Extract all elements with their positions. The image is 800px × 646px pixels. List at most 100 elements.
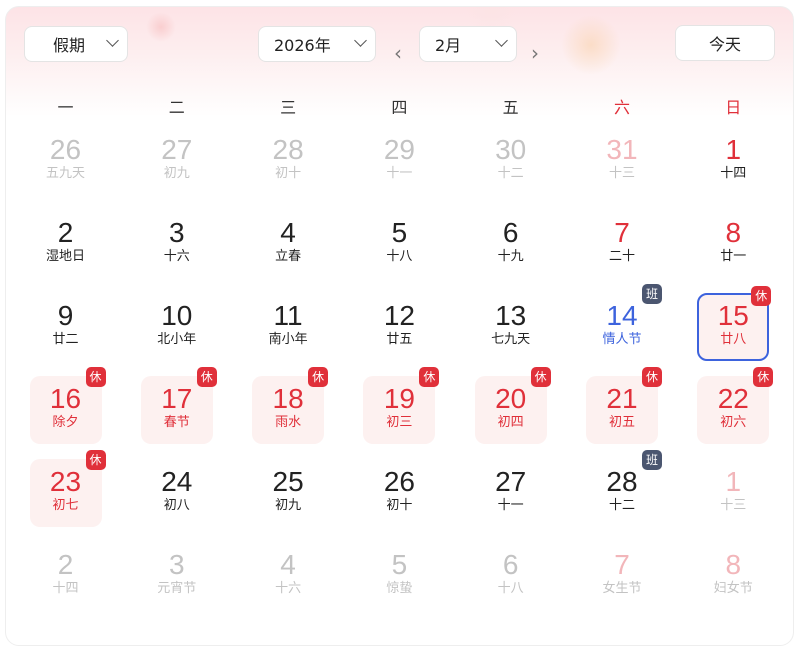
day-cell[interactable]: 28 十二 班	[586, 450, 662, 527]
day-cell[interactable]: 31 十三	[586, 127, 658, 195]
day-cell[interactable]: 7 女生节	[586, 542, 658, 610]
workday-badge: 班	[642, 284, 662, 304]
day-number: 3	[169, 549, 185, 580]
day-cell[interactable]: 18 雨水 休	[252, 367, 329, 444]
lunar-label: 廿二	[52, 332, 79, 347]
day-cell[interactable]: 14 情人节 班	[586, 284, 662, 361]
day-cell[interactable]: 6 十九	[475, 210, 547, 278]
day-cell[interactable]: 10 北小年	[141, 293, 213, 361]
lunar-label: 廿一	[720, 249, 747, 264]
day-number: 8	[725, 217, 742, 248]
lunar-label: 湿地日	[45, 249, 85, 264]
day-cell[interactable]: 15 廿八 休	[697, 286, 772, 361]
day-cell[interactable]: 13 七九天	[475, 293, 547, 361]
rest-day-badge: 休	[85, 450, 106, 470]
day-cell[interactable]: 27 初九	[141, 127, 213, 195]
firework-decoration	[146, 12, 176, 42]
day-cell[interactable]: 28 初十	[252, 127, 324, 195]
lunar-label: 初八	[163, 498, 190, 513]
day-cell[interactable]: 25 初九	[252, 459, 324, 527]
day-cell[interactable]: 23 初七 休	[29, 450, 106, 527]
day-cell[interactable]: 21 初五 休	[586, 367, 662, 444]
holiday-select[interactable]: 假期	[24, 26, 128, 62]
workday-badge: 班	[642, 450, 662, 470]
lunar-label: 十二	[497, 166, 524, 181]
day-cell[interactable]: 3 元宵节	[141, 542, 213, 610]
day-number: 16	[49, 383, 82, 414]
lunar-label: 廿五	[386, 332, 413, 347]
day-number: 4	[280, 549, 296, 580]
day-cell[interactable]: 11 南小年	[252, 293, 324, 361]
day-cell[interactable]: 6 十八	[475, 542, 547, 610]
day-number: 1	[725, 466, 742, 497]
weekday-header: 五	[502, 98, 519, 117]
day-number: 11	[273, 300, 303, 331]
calendar-card: 假期 2026年 ‹ 2月 › 今天 一二三四五六日 26 五九天 27 初九 28 初十…	[5, 6, 794, 646]
month-select-label: 2月	[435, 36, 462, 55]
lunar-label: 十二	[608, 498, 635, 513]
chevron-down-icon	[106, 34, 119, 47]
lunar-label: 情人节	[602, 332, 642, 347]
day-cell[interactable]: 17 春节 休	[140, 367, 217, 444]
lunar-label: 初三	[386, 415, 413, 430]
day-cell[interactable]: 12 廿五	[363, 293, 435, 361]
day-cell[interactable]: 5 惊蛰	[363, 542, 435, 610]
day-cell[interactable]: 30 十二	[475, 127, 547, 195]
rest-day-badge: 休	[753, 367, 774, 387]
day-cell[interactable]: 8 妇女节	[697, 542, 769, 610]
today-button-label: 今天	[708, 35, 741, 54]
day-cell[interactable]: 4 立春	[252, 210, 324, 278]
day-cell[interactable]: 2 湿地日	[30, 210, 102, 278]
lunar-label: 初九	[275, 498, 302, 513]
day-cell[interactable]: 20 初四 休	[474, 367, 551, 444]
lunar-label: 初九	[163, 166, 190, 181]
lunar-label: 十三	[608, 166, 635, 181]
day-cell[interactable]: 8 廿一	[697, 210, 769, 278]
day-number: 21	[606, 383, 638, 414]
firework-decoration	[561, 15, 621, 75]
day-number: 20	[495, 383, 527, 414]
day-cell[interactable]: 24 初八	[141, 459, 213, 527]
day-cell[interactable]: 1 十四	[697, 127, 769, 195]
day-cell[interactable]: 29 十一	[363, 127, 435, 195]
lunar-label: 十四	[52, 581, 79, 596]
day-cell[interactable]: 1 十三	[697, 459, 769, 527]
day-number: 6	[502, 217, 519, 248]
day-number: 9	[57, 300, 74, 331]
day-cell[interactable]: 26 五九天	[30, 127, 102, 195]
day-cell[interactable]: 19 初三 休	[363, 367, 440, 444]
lunar-label: 女生节	[602, 581, 642, 596]
day-cell[interactable]: 26 初十	[363, 459, 435, 527]
day-number: 7	[614, 549, 630, 580]
day-cell[interactable]: 5 十八	[363, 210, 435, 278]
day-cell[interactable]: 7 二十	[586, 210, 658, 278]
month-select[interactable]: 2月	[419, 26, 517, 62]
today-button[interactable]: 今天	[675, 25, 775, 61]
lunar-label: 十八	[497, 581, 524, 596]
rest-day-badge: 休	[308, 367, 329, 387]
rest-day-badge: 休	[642, 367, 662, 387]
day-number: 5	[391, 217, 408, 248]
weekday-header: 一	[57, 98, 74, 117]
chevron-right-icon[interactable]: ›	[531, 41, 539, 65]
lunar-label: 初十	[275, 166, 302, 181]
lunar-label: 十六	[275, 581, 302, 596]
day-number: 31	[606, 134, 638, 165]
day-cell[interactable]: 27 十一	[475, 459, 547, 527]
lunar-label: 雨水	[275, 415, 302, 430]
day-number: 1	[725, 134, 742, 165]
day-number: 14	[606, 300, 638, 331]
day-cell[interactable]: 4 十六	[252, 542, 324, 610]
day-cell[interactable]: 16 除夕 休	[29, 367, 106, 444]
day-cell[interactable]: 9 廿二	[30, 293, 102, 361]
day-cell[interactable]: 22 初六 休	[697, 367, 774, 444]
lunar-label: 立春	[275, 249, 302, 264]
day-number: 17	[161, 383, 193, 414]
lunar-label: 南小年	[268, 332, 308, 347]
day-cell[interactable]: 2 十四	[30, 542, 102, 610]
day-number: 29	[383, 134, 415, 165]
year-select[interactable]: 2026年	[258, 26, 376, 62]
chevron-left-icon[interactable]: ‹	[394, 41, 402, 65]
lunar-label: 廿八	[720, 332, 747, 347]
day-cell[interactable]: 3 十六	[141, 210, 213, 278]
